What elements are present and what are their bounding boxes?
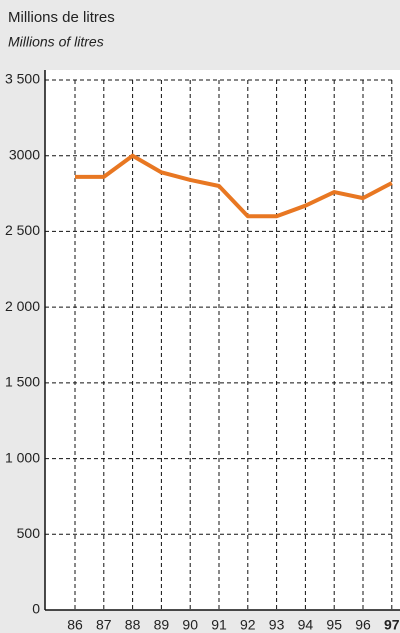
x-tick-label: 89 xyxy=(154,617,170,633)
x-tick-label: 88 xyxy=(125,617,141,633)
x-tick-label: 86 xyxy=(67,617,83,633)
x-tick-label: 87 xyxy=(96,617,112,633)
plot-area xyxy=(45,70,400,610)
y-tick-label: 1 500 xyxy=(5,374,40,390)
data-line xyxy=(75,153,393,219)
x-tick-label: 97 xyxy=(384,617,400,633)
y-tick-label: 2 500 xyxy=(5,222,40,238)
y-tick-label: 500 xyxy=(17,525,41,541)
y-tick-label: 1 000 xyxy=(5,449,40,465)
x-tick-label: 96 xyxy=(355,617,371,633)
x-tick-label: 94 xyxy=(298,617,314,633)
chart-title: Millions de litres xyxy=(8,9,115,26)
x-tick-label: 93 xyxy=(269,617,285,633)
x-tick-label: 91 xyxy=(211,617,227,633)
y-tick-label: 3 500 xyxy=(5,71,40,87)
y-tick-label: 0 xyxy=(32,601,40,617)
x-tick-label: 92 xyxy=(240,617,256,633)
x-tick-label: 95 xyxy=(326,617,342,633)
y-tick-label: 3000 xyxy=(9,146,40,162)
x-tick-label: 90 xyxy=(182,617,198,633)
y-tick-label: 2 000 xyxy=(5,298,40,314)
chart-subtitle: Millions of litres xyxy=(8,34,104,50)
